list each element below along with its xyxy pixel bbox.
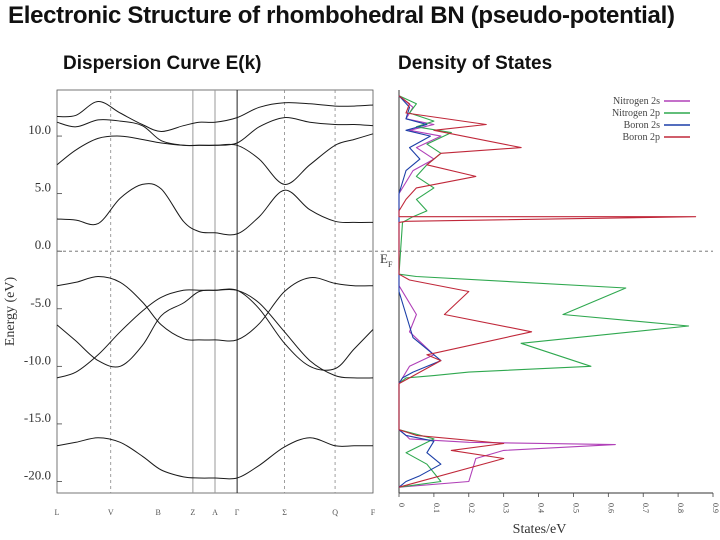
dos-x-axis-label: States/eV bbox=[513, 522, 567, 537]
band-line-5 bbox=[56, 183, 374, 236]
ytick-label: 5.0 bbox=[35, 180, 51, 195]
main-title: Electronic Structure of rhombohedral BN … bbox=[8, 2, 675, 29]
dos-series-nitrogen-2p bbox=[398, 95, 690, 488]
ytick-label: -5.0 bbox=[30, 295, 51, 310]
dos-xtick-label: 0.2 bbox=[467, 503, 476, 513]
dos-xtick-label: 0.5 bbox=[571, 503, 580, 513]
kpoint-label: Z bbox=[190, 508, 195, 517]
kpoint-label: A bbox=[212, 508, 218, 517]
dos-xtick-label: 0.8 bbox=[676, 503, 685, 513]
dos-title: Density of States bbox=[398, 53, 553, 74]
kpoint-label: Σ bbox=[282, 508, 287, 517]
ytick-label: 10.0 bbox=[28, 122, 51, 137]
dos-series-boron-2p bbox=[398, 95, 697, 488]
dispersion-chart: L V B Z A Γ Σ Q F 10.0 5.0 0.0 -5.0 -10.0 -15.0 -20.0 En… bbox=[3, 89, 376, 517]
kpoint-label: V bbox=[108, 508, 114, 517]
legend-label: Boron 2p bbox=[623, 132, 661, 143]
dos-xtick-label: 0.9 bbox=[711, 503, 720, 513]
ytick-label: -10.0 bbox=[24, 352, 51, 367]
band-line-1 bbox=[56, 437, 373, 480]
fermi-label: EF bbox=[380, 251, 393, 269]
ytick-label: -15.0 bbox=[24, 410, 51, 425]
legend-label: Nitrogen 2p bbox=[612, 108, 660, 119]
dispersion-title: Dispersion Curve E(k) bbox=[63, 53, 262, 74]
kpoint-label: F bbox=[371, 508, 376, 517]
dos-xtick-label: 0.3 bbox=[502, 503, 511, 513]
dos-xtick-label: 0.6 bbox=[606, 503, 615, 513]
kpoint-label: L bbox=[55, 508, 60, 517]
dos-series-nitrogen-2s bbox=[398, 95, 616, 488]
kpoint-label: Γ bbox=[235, 508, 240, 517]
ytick-label: -20.0 bbox=[24, 467, 51, 482]
legend-label: Nitrogen 2s bbox=[613, 96, 660, 107]
y-axis-label: Energy (eV) bbox=[3, 277, 18, 347]
dos-xtick-label: 0.1 bbox=[432, 503, 441, 513]
dos-chart: 0 0.1 0.2 0.3 0.4 0.5 0.6 0.7 0.8 0.9 States/eV Nit… bbox=[397, 90, 720, 537]
dos-series-boron-2s bbox=[398, 95, 442, 488]
kpoint-label: Q bbox=[332, 508, 338, 517]
band-line-8 bbox=[56, 100, 374, 133]
dos-xtick-label: 0 bbox=[397, 503, 406, 507]
band-line-4 bbox=[56, 275, 374, 342]
band-line-3 bbox=[56, 288, 374, 371]
band-line-7 bbox=[56, 117, 374, 147]
kpoint-label: B bbox=[155, 508, 160, 517]
legend-label: Boron 2s bbox=[624, 120, 661, 131]
dos-xtick-label: 0.7 bbox=[641, 503, 650, 513]
ytick-label: 0.0 bbox=[35, 237, 51, 252]
dos-xtick-label: 0.4 bbox=[537, 503, 546, 513]
